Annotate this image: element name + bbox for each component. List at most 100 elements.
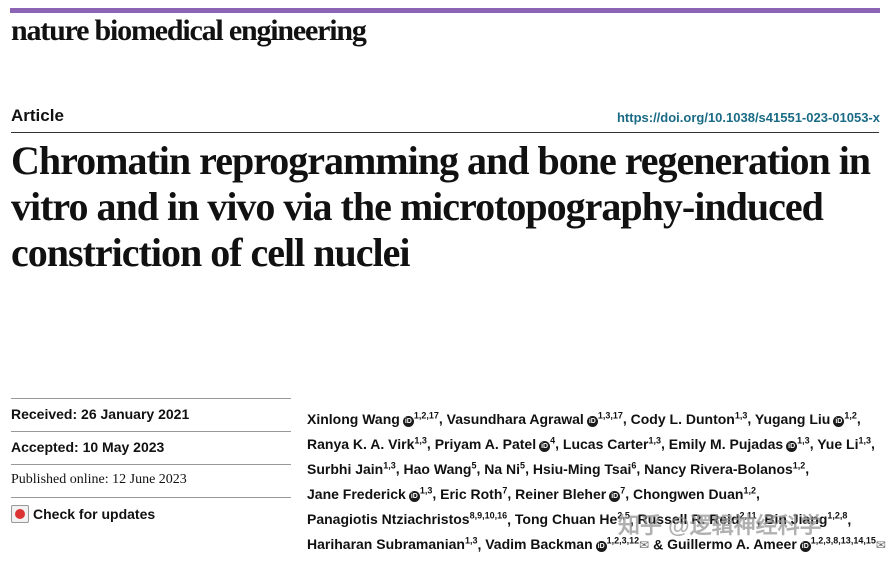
affiliation-numbers: 6: [631, 460, 637, 471]
author-separator: ,: [847, 511, 852, 528]
author-name[interactable]: Ranya K. A. Virk1,3: [307, 435, 427, 452]
author-name[interactable]: Yue Li1,3: [817, 435, 871, 452]
affiliation-numbers: 1,2: [743, 485, 756, 496]
affiliation-numbers: 1,2: [792, 460, 806, 471]
doi-link[interactable]: https://doi.org/10.1038/s41551-023-01053…: [616, 110, 880, 125]
affiliation-numbers: 1,3: [414, 435, 427, 446]
journal-color-bar: [10, 8, 880, 13]
check-updates-icon: [11, 505, 29, 523]
dates-divider: [11, 398, 291, 399]
affiliation-numbers: 1,2: [844, 410, 857, 420]
author-name[interactable]: Nancy Rivera-Bolanos1,2: [644, 460, 806, 477]
affiliation-numbers: 2,5: [617, 510, 630, 521]
published-date: Published online: 12 June 2023: [11, 472, 187, 487]
author-separator: ,: [476, 460, 485, 477]
watermark: 知乎 @逻辑神经科学: [618, 513, 822, 538]
email-icon[interactable]: ✉: [639, 538, 650, 553]
author-separator: ,: [856, 410, 861, 427]
orcid-icon[interactable]: iD: [408, 491, 420, 503]
author-name[interactable]: Panagiotis Ntziachristos8,9,10,16: [307, 510, 508, 528]
author-name[interactable]: Russell R. Reid2,11: [637, 510, 757, 528]
author-separator: ,: [625, 486, 634, 503]
affiliation-numbers: 1,3,17: [597, 410, 623, 420]
author-separator: ,: [432, 486, 441, 503]
author-separator: ,: [555, 435, 563, 452]
affiliation-numbers: 1,2,17: [413, 410, 439, 420]
author-name[interactable]: Hsiu-Ming Tsai6: [532, 460, 637, 477]
author-name[interactable]: Chongwen Duan1,2: [633, 485, 756, 503]
orcid-icon[interactable]: iD: [586, 415, 598, 427]
author-separator: ,: [636, 460, 645, 477]
email-icon[interactable]: ✉: [875, 538, 886, 553]
author-separator: ,: [622, 410, 631, 427]
orcid-icon[interactable]: iD: [833, 415, 845, 427]
accepted-date: Accepted: 10 May 2023: [11, 439, 165, 455]
author-separator: ,: [629, 511, 638, 528]
author-name[interactable]: Yugang Liu iD1,2: [754, 410, 857, 427]
affiliation-numbers: 1,2,8: [827, 510, 848, 521]
received-date: Received: 26 January 2021: [11, 406, 190, 422]
affiliation-numbers: 7: [620, 485, 626, 496]
header-divider: [11, 132, 879, 133]
affiliation-numbers: 1,3: [797, 435, 810, 446]
author-name[interactable]: Surbhi Jain1,3: [307, 460, 396, 477]
author-name[interactable]: Bin Jiang1,2,8: [764, 510, 848, 528]
dates-divider: [11, 497, 291, 498]
affiliation-numbers: 1,3: [858, 435, 871, 446]
author-name[interactable]: Lucas Carter1,3: [562, 435, 662, 452]
dates-divider: [11, 431, 291, 432]
author-separator: ,: [805, 460, 810, 477]
author-separator: ,: [747, 410, 755, 427]
affiliation-numbers: 7: [502, 485, 508, 496]
article-title: Chromatin reprogramming and bone regener…: [11, 138, 871, 275]
orcid-icon[interactable]: iD: [539, 440, 551, 452]
author-separator: ,: [756, 511, 765, 528]
affiliation-numbers: 1,3: [383, 460, 396, 471]
affiliation-numbers: 1,3: [419, 485, 433, 496]
orcid-icon[interactable]: iD: [799, 541, 811, 553]
orcid-icon[interactable]: iD: [609, 491, 621, 503]
affiliation-numbers: 1,2,3,12: [606, 535, 640, 546]
author-separator: ,: [395, 460, 404, 477]
author-name[interactable]: Hariharan Subramanian1,3: [307, 535, 478, 553]
author-separator: ,: [426, 435, 435, 452]
author-separator: ,: [438, 410, 447, 427]
affiliation-numbers: 1,3: [464, 535, 478, 546]
author-name[interactable]: Cody L. Dunton1,3: [630, 410, 748, 427]
author-separator: &: [649, 536, 668, 553]
author-name[interactable]: Eric Roth7: [440, 485, 508, 503]
author-name[interactable]: Reiner Bleher iD7: [515, 485, 626, 503]
author-separator: ,: [525, 460, 533, 477]
affiliation-numbers: 5: [471, 460, 477, 471]
author-separator: ,: [507, 511, 515, 528]
author-name[interactable]: Jane Frederick iD1,3: [307, 485, 433, 503]
dates-divider: [11, 464, 291, 465]
author-name[interactable]: Hao Wang5: [403, 460, 477, 477]
affiliation-numbers: 1,3: [648, 435, 662, 446]
author-separator: ,: [661, 435, 669, 452]
affiliation-numbers: 8,9,10,16: [469, 510, 508, 521]
affiliation-numbers: 5: [520, 460, 526, 471]
article-type: Article: [11, 106, 64, 125]
affiliation-numbers: 1,3: [734, 410, 748, 420]
affiliation-numbers: 2,11: [739, 510, 757, 521]
orcid-icon[interactable]: iD: [595, 541, 607, 553]
author-separator: ,: [755, 486, 760, 503]
author-separator: ,: [507, 486, 516, 503]
orcid-icon[interactable]: iD: [786, 440, 798, 452]
author-name[interactable]: Na Ni5: [484, 460, 526, 477]
author-name[interactable]: Tong Chuan He2,5: [514, 510, 630, 528]
author-name[interactable]: Priyam A. Patel iD4: [434, 435, 556, 452]
author-separator: ,: [477, 536, 486, 553]
author-name[interactable]: Vadim Backman iD1,2,3,12✉: [485, 535, 650, 553]
author-separator: ,: [870, 435, 875, 452]
author-list: Xinlong Wang iD1,2,17, Vasundhara Agrawal…: [307, 405, 892, 557]
affiliation-numbers: 1,2,3,8,13,14,15: [810, 535, 876, 546]
author-name[interactable]: Vasundhara Agrawal iD1,3,17: [446, 410, 623, 427]
check-for-updates-button[interactable]: Check for updates: [11, 505, 155, 523]
orcid-icon[interactable]: iD: [402, 415, 414, 427]
author-name[interactable]: Xinlong Wang iD1,2,17: [307, 410, 439, 427]
author-name[interactable]: Guillermo A. Ameer iD1,2,3,8,13,14,15✉: [667, 535, 886, 553]
author-name[interactable]: Emily M. Pujadas iD1,3: [668, 435, 810, 452]
journal-name: nature biomedical engineering: [11, 14, 367, 47]
